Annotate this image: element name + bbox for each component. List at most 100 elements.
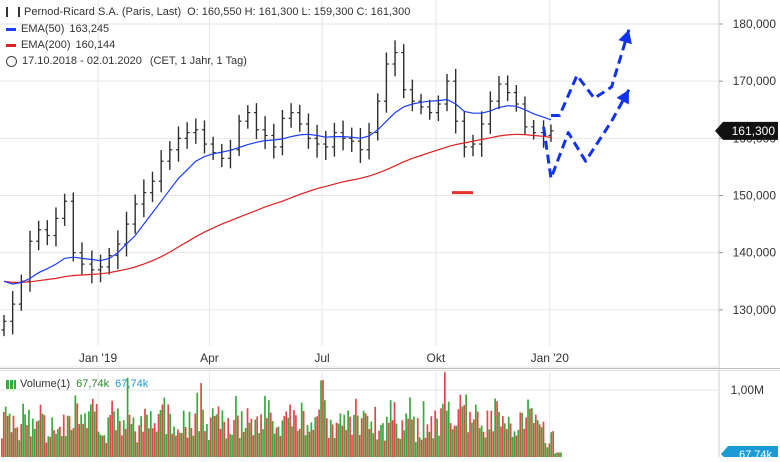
volume-bar (289, 404, 291, 457)
volume-bar (366, 416, 369, 457)
volume-bar (378, 430, 380, 457)
volume-bar (80, 414, 83, 457)
volume-bar (426, 424, 429, 457)
y-tick-label: 150,000 (733, 189, 777, 203)
ohlc-values: O: 160,550 H: 161,300 L: 159,300 C: 161,… (187, 6, 411, 18)
volume-bar (480, 425, 483, 457)
volume-bar (196, 392, 199, 457)
volume-bar (51, 417, 53, 457)
volume-bar (405, 413, 408, 457)
volume-bar (173, 426, 175, 457)
volume-bar (349, 416, 351, 457)
volume-bar (2, 411, 5, 457)
volume-bar (28, 409, 30, 457)
volume-bar (542, 421, 545, 457)
projection-down-arrowhead (616, 89, 629, 105)
ema50-swatch (6, 27, 16, 31)
volume-bar (490, 410, 493, 457)
volume-legend[interactable]: Volume(1) 67,74k 67,74k (6, 378, 148, 390)
volume-bar (217, 406, 220, 457)
volume-bar (157, 413, 160, 457)
volume-bar (525, 417, 527, 457)
volume-bar (246, 408, 249, 457)
volume-bar (57, 428, 59, 457)
volume-bar (124, 428, 127, 457)
volume-bar (519, 412, 522, 457)
volume-bar (279, 435, 282, 457)
volume-bar (370, 421, 373, 457)
volume-bar (192, 435, 195, 457)
volume-bar (384, 440, 386, 457)
volume-bar (163, 397, 166, 457)
volume-bar (438, 435, 440, 457)
volume-bar (128, 414, 131, 457)
volume-bar (442, 403, 444, 457)
volume-bar (97, 431, 100, 457)
volume-bar (440, 408, 442, 457)
volume-bar (227, 418, 230, 457)
volume-bar (351, 434, 353, 457)
volume-bar (355, 398, 357, 457)
volume-bar (277, 426, 280, 457)
volume-bar (6, 415, 9, 457)
volume-bar (320, 380, 322, 457)
volume-bar (60, 436, 63, 457)
volume-bar (223, 421, 226, 457)
legend-ema200[interactable]: EMA(200) 160,144 (6, 39, 115, 51)
volume-bar (372, 433, 375, 457)
volume-bar (148, 428, 150, 457)
volume-bar (434, 410, 437, 457)
volume-bar (107, 417, 110, 457)
volume-bar (37, 420, 40, 457)
volume-bar (142, 431, 144, 457)
volume-bar (202, 409, 204, 457)
volume-bar (536, 420, 539, 457)
volume-bar (447, 401, 450, 457)
volume-bar (140, 416, 142, 457)
ema200-label: EMA(200) (21, 39, 71, 51)
legend-ema50[interactable]: EMA(50) 163,245 (6, 23, 109, 35)
x-tick-label: Jul (314, 351, 329, 365)
volume-bar (180, 433, 183, 457)
period-range: 17.10.2018 - 02.01.2020 (22, 55, 142, 67)
volume-bar (43, 415, 46, 457)
volume-bar (473, 419, 475, 457)
volume-bar (264, 395, 266, 457)
volume-bar (331, 424, 334, 457)
volume-bar (169, 413, 171, 457)
volume-bar (287, 417, 290, 457)
volume-bar (428, 431, 431, 457)
volume-bar (424, 437, 427, 457)
volume-bar (12, 415, 15, 457)
volume-bar (74, 395, 77, 457)
volume-bar (413, 416, 415, 457)
volume-bar (237, 415, 239, 457)
volume-bar (453, 425, 456, 457)
volume-bar (546, 447, 549, 457)
volume-bar (155, 431, 158, 457)
volume-bar (167, 404, 170, 457)
volume-bar (45, 442, 48, 457)
volume-bar (271, 421, 274, 457)
volume-bar (33, 428, 36, 457)
volume-bar (341, 425, 344, 457)
volume-bar (401, 420, 404, 457)
volume-bar (136, 442, 139, 457)
volume-bar (120, 435, 123, 457)
volume-bar (548, 443, 551, 457)
instrument-name: Pernod-Ricard S.A. (Paris, Last) (24, 6, 182, 18)
volume-bar (275, 427, 278, 457)
volume-bar (103, 435, 106, 457)
volume-bar (35, 421, 38, 457)
volume-bar (26, 425, 28, 457)
volume-bar (53, 430, 55, 457)
volume-bar (55, 433, 57, 457)
volume-bar (358, 434, 361, 457)
volume-bar (478, 428, 481, 457)
volume-bar (68, 416, 71, 457)
volume-bar (505, 429, 508, 457)
volume-bar (556, 452, 558, 457)
last-price-label: 161,300 (732, 124, 776, 138)
volume-bar (293, 410, 295, 457)
volume-bar (449, 423, 452, 457)
